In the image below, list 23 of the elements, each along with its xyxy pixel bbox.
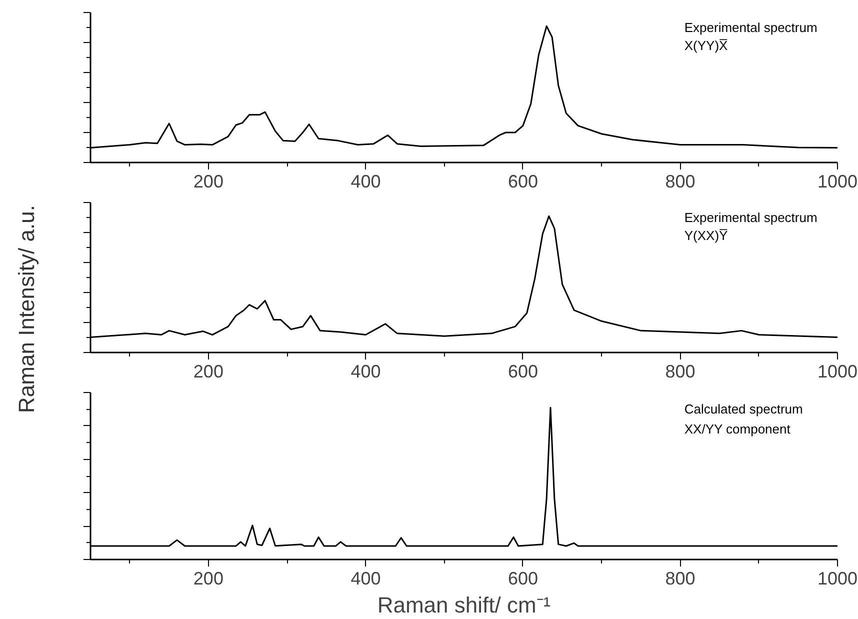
- y-axis-title: Raman Intensity/ a.u.: [13, 204, 39, 415]
- annotation: Y(XX)Y̅: [684, 228, 728, 243]
- x-tick-label: 200: [193, 568, 224, 588]
- x-tick-label: 400: [350, 172, 381, 192]
- annotation: Calculated spectrum: [684, 402, 803, 417]
- annotation: Experimental spectrum: [684, 210, 818, 225]
- x-axis-title: Raman shift/ cm⁻¹: [377, 592, 551, 618]
- x-tick-label: 400: [350, 568, 381, 588]
- x-tick-label: 800: [665, 172, 696, 192]
- x-tick-label: 1000: [817, 172, 858, 192]
- x-tick-label: 800: [665, 568, 696, 588]
- x-tick-label: 600: [508, 172, 538, 192]
- x-tick-label: 600: [508, 568, 538, 588]
- x-tick-label: 600: [508, 362, 538, 382]
- x-tick-label: 1000: [817, 568, 858, 588]
- x-tick-label: 400: [350, 362, 381, 382]
- x-tick-label: 200: [193, 172, 224, 192]
- x-tick-label: 200: [193, 362, 224, 382]
- x-tick-label: 800: [665, 362, 696, 382]
- annotation: X(YY)X̅: [684, 38, 728, 53]
- annotation: Experimental spectrum: [684, 20, 818, 35]
- x-tick-label: 1000: [817, 362, 858, 382]
- annotation: XX/YY component: [684, 422, 791, 437]
